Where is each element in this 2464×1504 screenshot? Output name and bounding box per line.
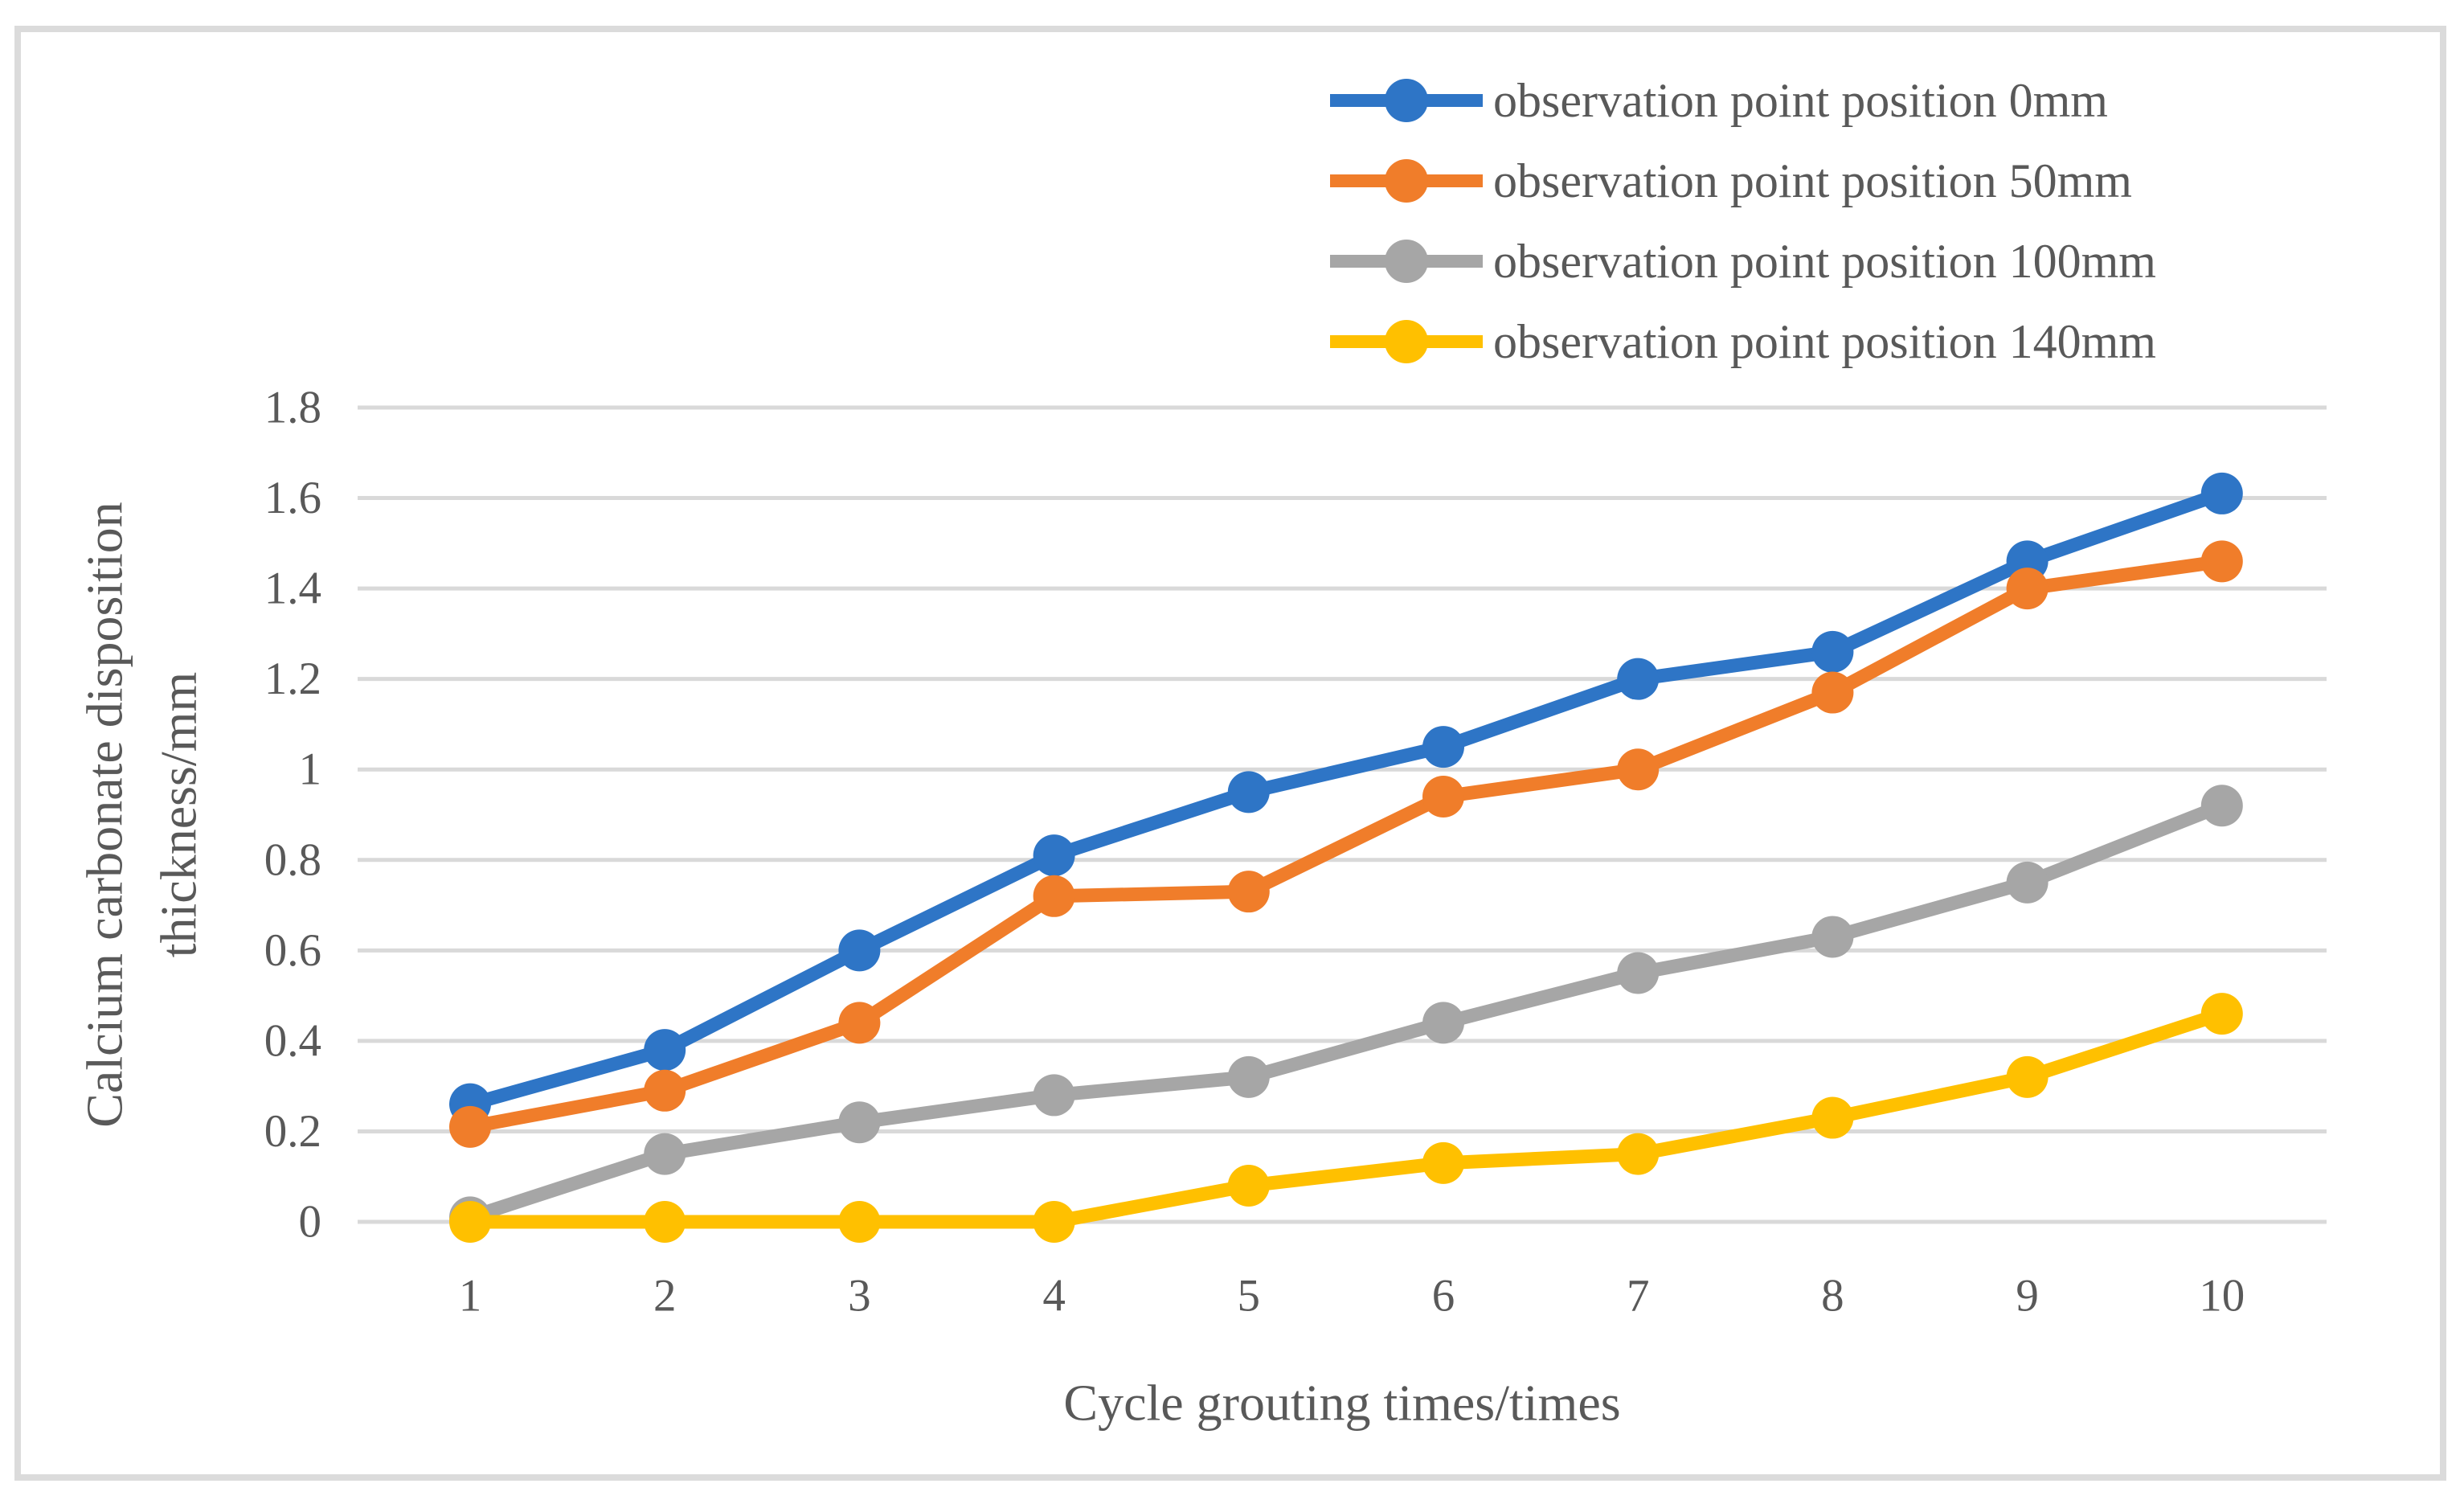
data-point-series-3 [2200, 993, 2243, 1035]
y-tick-label: 0 [299, 1197, 322, 1248]
x-tick-label: 2 [653, 1271, 677, 1322]
y-tick-label: 0.6 [264, 925, 321, 976]
series-line-3 [470, 1007, 2225, 1229]
data-point-series-1 [449, 1105, 491, 1148]
data-point-series-2 [2200, 785, 2243, 827]
y-tick-label: 0.8 [264, 834, 321, 885]
data-point-series-0 [1033, 834, 1075, 877]
x-tick-label: 6 [1432, 1271, 1455, 1322]
data-point-series-3 [1422, 1141, 1464, 1184]
y-tick-label: 0.4 [264, 1015, 321, 1066]
x-tick-label: 8 [1821, 1271, 1844, 1322]
data-point-series-2 [1227, 1055, 1270, 1098]
data-point-series-0 [838, 929, 881, 972]
x-tick-label: 1 [459, 1271, 482, 1322]
data-point-series-2 [1811, 916, 1854, 958]
legend-item-label: observation point position 100mm [1493, 235, 2156, 288]
data-point-series-0 [1422, 726, 1464, 768]
data-point-series-1 [2200, 540, 2243, 583]
data-point-series-1 [1811, 671, 1854, 714]
data-point-series-1 [2006, 568, 2049, 610]
data-point-series-1 [838, 1002, 881, 1044]
data-point-series-1 [1033, 875, 1075, 917]
legend-marker-icon [1385, 240, 1428, 283]
data-point-series-1 [644, 1069, 686, 1112]
data-point-series-2 [1033, 1074, 1075, 1117]
data-point-series-0 [2200, 472, 2243, 514]
data-point-series-1 [1617, 748, 1660, 791]
data-point-series-3 [1033, 1201, 1075, 1243]
series-line-0 [468, 486, 2225, 1111]
y-axis-title-line2: thickness/mm [150, 672, 207, 958]
legend-marker-icon [1385, 159, 1428, 203]
data-point-series-3 [1227, 1164, 1270, 1207]
y-tick-label: 1.6 [264, 473, 321, 523]
data-point-series-2 [644, 1133, 686, 1175]
x-tick-label: 7 [1627, 1271, 1650, 1322]
legend-item-label: observation point position 0mm [1493, 74, 2108, 127]
data-point-series-2 [1617, 952, 1660, 994]
data-point-series-3 [2006, 1055, 2049, 1098]
y-tick-label: 1.2 [264, 654, 321, 704]
data-point-series-3 [1617, 1133, 1660, 1175]
data-point-series-2 [838, 1101, 881, 1144]
x-axis-title: Cycle grouting times/times [1063, 1375, 1620, 1432]
y-tick-label: 1 [299, 744, 322, 795]
data-point-series-3 [449, 1201, 491, 1243]
data-point-series-2 [1422, 1002, 1464, 1044]
legend-marker-icon [1385, 320, 1428, 363]
figure-border [14, 26, 2446, 1481]
x-tick-label: 3 [848, 1271, 871, 1322]
x-tick-label: 9 [2016, 1271, 2039, 1322]
data-point-series-0 [1617, 658, 1660, 700]
x-tick-label: 4 [1042, 1271, 1066, 1322]
data-point-series-2 [2006, 861, 2049, 904]
legend-item-label: observation point position 140mm [1493, 315, 2156, 368]
y-axis-title-line1: Calcium carbonate disposition [76, 502, 133, 1128]
data-point-series-0 [644, 1029, 686, 1072]
legend-marker-icon [1385, 79, 1428, 122]
legend-item-label: observation point position 50mm [1493, 154, 2132, 207]
data-point-series-3 [838, 1201, 881, 1243]
data-point-series-3 [644, 1201, 686, 1243]
data-point-series-3 [1811, 1096, 1854, 1139]
y-tick-label: 1.8 [264, 383, 321, 433]
series-line-1 [469, 554, 2223, 1134]
series-line-2 [468, 799, 2225, 1224]
x-tick-label: 5 [1238, 1271, 1261, 1322]
y-tick-label: 1.4 [264, 563, 321, 614]
data-point-series-0 [1811, 630, 1854, 673]
y-tick-label: 0.2 [264, 1106, 321, 1157]
data-point-series-1 [1422, 775, 1464, 818]
data-point-series-0 [1227, 771, 1270, 813]
data-point-series-1 [1227, 871, 1270, 913]
x-tick-label: 10 [2199, 1271, 2245, 1322]
